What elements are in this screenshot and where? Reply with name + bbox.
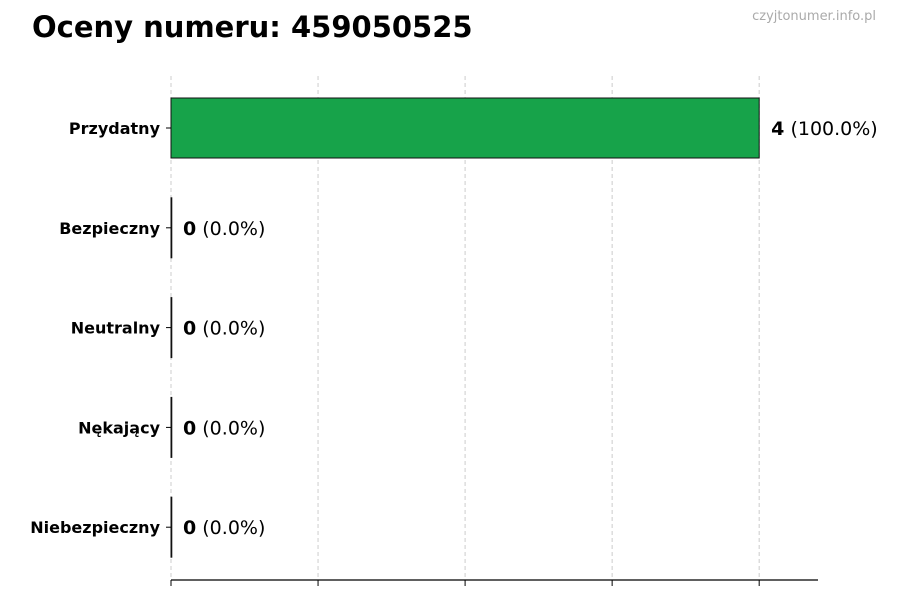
data-label-percent: (0.0%) bbox=[196, 417, 265, 439]
data-label: 4 (100.0%) bbox=[771, 118, 878, 140]
data-label: 0 (0.0%) bbox=[183, 517, 265, 539]
data-label-count: 0 bbox=[183, 417, 196, 439]
category-label: Bezpieczny bbox=[59, 219, 160, 238]
data-label-percent: (100.0%) bbox=[784, 118, 877, 140]
bar-bezpieczny bbox=[170, 197, 173, 259]
bar-niebezpieczny bbox=[170, 496, 173, 558]
data-label-percent: (0.0%) bbox=[196, 318, 265, 340]
data-label: 0 (0.0%) bbox=[183, 417, 265, 439]
category-label: Nękający bbox=[78, 418, 160, 437]
category-label: Niebezpieczny bbox=[30, 518, 160, 537]
category-label: Przydatny bbox=[69, 119, 161, 138]
chart-title: Oceny numeru: 459050525 bbox=[32, 10, 473, 44]
data-label-percent: (0.0%) bbox=[196, 517, 265, 539]
data-label-count: 4 bbox=[771, 118, 784, 140]
bar-neutralny bbox=[170, 297, 173, 359]
data-label: 0 (0.0%) bbox=[183, 218, 265, 240]
bar-nękający bbox=[170, 396, 173, 458]
watermark: czyjtonumer.info.pl bbox=[752, 9, 876, 24]
data-label-percent: (0.0%) bbox=[196, 218, 265, 240]
bar-przydatny bbox=[170, 97, 760, 159]
category-label: Neutralny bbox=[71, 319, 161, 338]
data-label-count: 0 bbox=[183, 517, 196, 539]
data-label-count: 0 bbox=[183, 318, 196, 340]
data-label: 0 (0.0%) bbox=[183, 318, 265, 340]
data-label-count: 0 bbox=[183, 218, 196, 240]
